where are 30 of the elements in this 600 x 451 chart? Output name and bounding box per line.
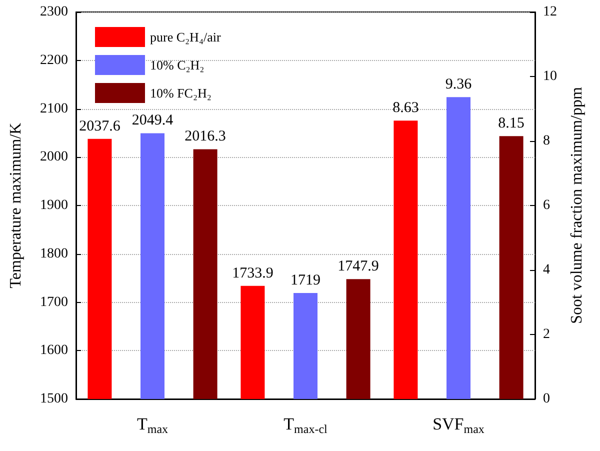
y2-tick-label: 6 xyxy=(543,198,550,213)
y2-tick-label: 4 xyxy=(543,262,550,278)
legend-label: 10% FC₂H₂ xyxy=(150,86,212,100)
y2-tick-label: 12 xyxy=(543,4,557,20)
y2-axis-title: Soot volume fraction maximum/ppm xyxy=(568,86,586,324)
data-label: 8.63 xyxy=(392,100,419,116)
legend-label: pure C₂H₄/air xyxy=(150,30,222,44)
y-tick-label: 2000 xyxy=(40,150,68,165)
y-tick-label: 1800 xyxy=(40,246,68,262)
y2-tick-label: 10 xyxy=(543,69,557,84)
data-label: 1733.9 xyxy=(232,265,274,282)
y-axis-title: Temperature maximum/K xyxy=(8,122,24,288)
data-label: 2049.4 xyxy=(132,112,174,129)
y2-tick-label: 0 xyxy=(543,392,550,406)
y-tick-label: 2100 xyxy=(40,101,68,116)
data-label: 9.36 xyxy=(445,76,472,93)
data-label: 1719 xyxy=(290,272,320,289)
data-label: 2037.6 xyxy=(79,118,121,134)
y-tick-label: 1900 xyxy=(40,198,68,213)
y2-tick-label: 8 xyxy=(543,134,550,148)
legend-label: 10% C₂H₂ xyxy=(150,58,204,72)
data-label: 8.15 xyxy=(498,116,524,132)
y2-tick-label: 2 xyxy=(543,327,550,342)
y-tick-label: 1600 xyxy=(40,343,68,358)
data-label: 1747.9 xyxy=(338,258,379,275)
y-tick-label: 1700 xyxy=(40,294,68,310)
y-tick-label: 2200 xyxy=(40,52,68,68)
y-tick-label: 2300 xyxy=(40,4,68,20)
y-tick-label: 1500 xyxy=(40,392,68,406)
data-label: 2016.3 xyxy=(184,128,226,145)
